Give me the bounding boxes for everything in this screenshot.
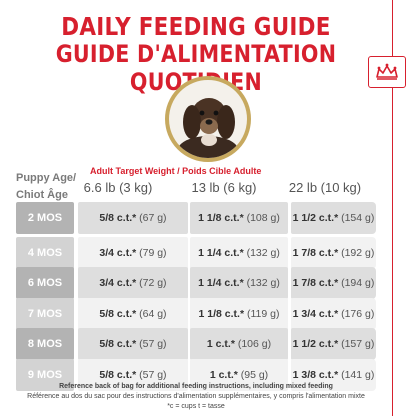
cell-cups: 1 c.t.* bbox=[209, 369, 238, 381]
cell-cups: 5/8 c.t.* bbox=[99, 369, 137, 381]
table-cell: 5/8 c.t.* (57 g) bbox=[78, 359, 188, 391]
cell-grams: (57 g) bbox=[139, 338, 167, 350]
cell-grams: (194 g) bbox=[341, 277, 375, 289]
cell-grams: (57 g) bbox=[139, 369, 167, 381]
cell-grams: (119 g) bbox=[246, 308, 280, 320]
age-header-line-2: Chiot Âge bbox=[16, 189, 68, 201]
cell-grams: (157 g) bbox=[341, 338, 375, 350]
cell-grams: (132 g) bbox=[246, 247, 280, 259]
cell-cups: 3/4 c.t.* bbox=[99, 247, 137, 259]
table-cell: 1 c.t.* (106 g) bbox=[190, 328, 288, 360]
cell-grams: (176 g) bbox=[341, 308, 375, 320]
row-age: 2 MOS bbox=[16, 202, 74, 234]
cell-grams: (154 g) bbox=[341, 212, 375, 224]
column-header-3kg: 6.6 lb (3 kg) bbox=[83, 180, 153, 195]
row-age: 6 MOS bbox=[16, 267, 74, 299]
table-cell: 5/8 c.t.* (64 g) bbox=[78, 298, 188, 330]
cell-cups: 1 c.t.* bbox=[206, 338, 235, 350]
row-age: 8 MOS bbox=[16, 328, 74, 360]
cell-grams: (72 g) bbox=[139, 277, 167, 289]
table-cell: 5/8 c.t.* (57 g) bbox=[78, 328, 188, 360]
table-row: 6 MOS 3/4 c.t.* (72 g) 1 1/4 c.t.* (132 g)… bbox=[16, 267, 376, 299]
brand-divider-line bbox=[392, 0, 393, 416]
table-cell: 1 1/8 c.t.* (119 g) bbox=[190, 298, 288, 330]
cell-cups: 1 7/8 c.t.* bbox=[292, 277, 339, 289]
cell-grams: (95 g) bbox=[240, 369, 269, 381]
cell-cups: 5/8 c.t.* bbox=[99, 212, 137, 224]
footer-note-french: Référence au dos du sac pour des instruc… bbox=[27, 393, 365, 400]
cell-grams: (79 g) bbox=[139, 247, 167, 259]
cell-cups: 1 1/2 c.t.* bbox=[292, 212, 339, 224]
cell-cups: 1 3/8 c.t.* bbox=[292, 369, 339, 381]
footer-note-english: Reference back of bag for additional fee… bbox=[59, 383, 333, 390]
table-cell: 5/8 c.t.* (67 g) bbox=[78, 202, 188, 234]
table-cell: 1 7/8 c.t.* (192 g) bbox=[291, 237, 376, 269]
table-cell: 3/4 c.t.* (72 g) bbox=[78, 267, 188, 299]
table-cell: 1 1/4 c.t.* (132 g) bbox=[190, 267, 288, 299]
table-cell: 1 3/8 c.t.* (141 g) bbox=[291, 359, 376, 391]
cell-grams: (64 g) bbox=[139, 308, 167, 320]
puppy-age-header: Puppy Age/ Chiot Âge bbox=[16, 170, 76, 204]
royal-canin-crown-icon bbox=[368, 56, 406, 88]
footer-cup-legend: *c = cups t = tasse bbox=[167, 403, 225, 410]
row-age: 7 MOS bbox=[16, 298, 74, 330]
row-age: 4 MOS bbox=[16, 237, 74, 269]
table-cell: 1 c.t.* (95 g) bbox=[190, 359, 288, 391]
title-english: DAILY FEEDING GUIDE bbox=[61, 12, 331, 41]
table-row: 4 MOS 3/4 c.t.* (79 g) 1 1/4 c.t.* (132 g)… bbox=[16, 237, 376, 269]
puppy-photo bbox=[165, 76, 251, 162]
table-row: 9 MOS 5/8 c.t.* (57 g) 1 c.t.* (95 g) 1 3/8… bbox=[16, 359, 376, 391]
table-cell: 1 1/2 c.t.* (157 g) bbox=[291, 328, 376, 360]
table-cell: 1 3/4 c.t.* (176 g) bbox=[291, 298, 376, 330]
cell-cups: 1 1/8 c.t.* bbox=[198, 212, 244, 224]
cell-cups: 1 1/8 c.t.* bbox=[198, 308, 245, 320]
table-cell: 1 1/2 c.t.* (154 g) bbox=[291, 202, 376, 234]
cell-grams: (67 g) bbox=[139, 212, 167, 224]
cell-cups: 1 1/4 c.t.* bbox=[198, 247, 244, 259]
cell-cups: 1 3/4 c.t.* bbox=[292, 308, 339, 320]
column-header-10kg: 22 lb (10 kg) bbox=[288, 180, 362, 195]
cell-grams: (132 g) bbox=[246, 277, 280, 289]
cell-grams: (108 g) bbox=[246, 212, 280, 224]
cell-grams: (106 g) bbox=[237, 338, 272, 350]
table-row: 2 MOS 5/8 c.t.* (67 g) 1 1/8 c.t.* (108 g)… bbox=[16, 202, 376, 234]
table-cell: 1 1/4 c.t.* (132 g) bbox=[190, 237, 288, 269]
cell-cups: 1 7/8 c.t.* bbox=[292, 247, 339, 259]
cell-cups: 3/4 c.t.* bbox=[99, 277, 137, 289]
cell-grams: (192 g) bbox=[341, 247, 375, 259]
cell-cups: 5/8 c.t.* bbox=[99, 338, 137, 350]
cell-grams: (141 g) bbox=[341, 369, 375, 381]
row-age: 9 MOS bbox=[16, 359, 74, 391]
cell-cups: 1 1/2 c.t.* bbox=[292, 338, 339, 350]
adult-target-weight-header: Adult Target Weight / Poids Cible Adulte bbox=[90, 166, 262, 176]
table-cell: 1 1/8 c.t.* (108 g) bbox=[190, 202, 288, 234]
table-row: 8 MOS 5/8 c.t.* (57 g) 1 c.t.* (106 g) 1 1/… bbox=[16, 328, 376, 360]
cell-cups: 1 1/4 c.t.* bbox=[198, 277, 244, 289]
table-cell: 3/4 c.t.* (79 g) bbox=[78, 237, 188, 269]
table-cell: 1 7/8 c.t.* (194 g) bbox=[291, 267, 376, 299]
cell-cups: 5/8 c.t.* bbox=[99, 308, 137, 320]
column-header-6kg: 13 lb (6 kg) bbox=[191, 180, 257, 195]
age-header-line-1: Puppy Age/ bbox=[16, 172, 77, 184]
table-row: 7 MOS 5/8 c.t.* (64 g) 1 1/8 c.t.* (119 g)… bbox=[16, 298, 376, 330]
